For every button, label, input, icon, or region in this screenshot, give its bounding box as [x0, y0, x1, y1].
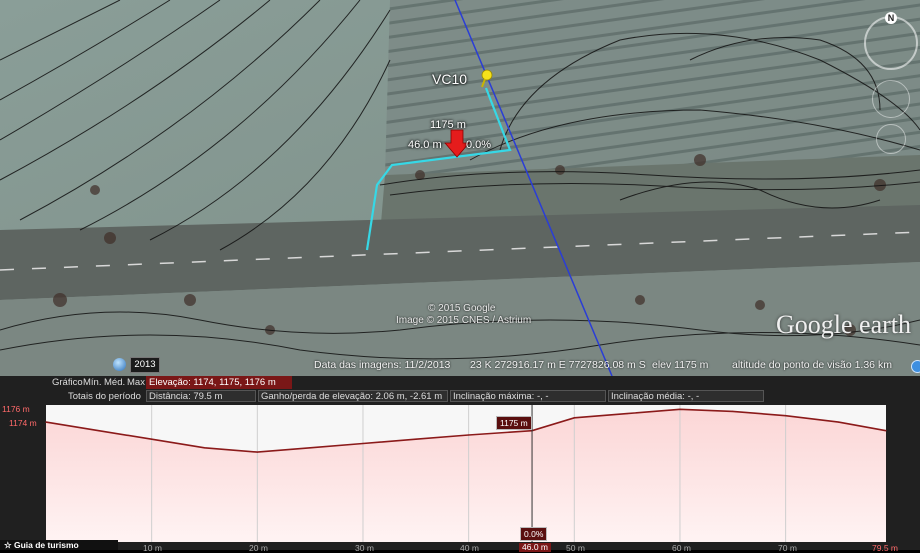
max-slope-value: Inclinação máxima: -, -: [450, 390, 606, 402]
data-point: [415, 438, 417, 440]
google-earth-logo: Google earth: [776, 310, 912, 339]
data-point: [785, 415, 787, 417]
avg-slope-value: Inclinação média: -, -: [608, 390, 764, 402]
data-point: [573, 417, 575, 419]
data-point: [732, 410, 734, 412]
cursor-distance-label: 46.0 m: [408, 139, 442, 151]
y-axis-mid-label: 1174 m: [9, 418, 37, 428]
x-axis-label: 20 m: [249, 543, 268, 553]
coordinates-readout: 23 K 272916.17 m E 7727826.08 m S: [470, 359, 646, 371]
satellite-imagery: [0, 0, 920, 376]
data-point: [45, 421, 47, 423]
streaming-status-icon: [911, 360, 920, 373]
y-axis-top-label: 1176 m: [2, 404, 30, 414]
eye-altitude-readout: altitude do ponto de visão 1.36 km: [732, 359, 892, 371]
avg-toggle[interactable]: Méd.: [104, 377, 126, 388]
placemark-label[interactable]: VC10: [432, 71, 468, 87]
elevation-chart[interactable]: [0, 376, 920, 550]
max-toggle[interactable]: Max: [127, 377, 145, 388]
move-joystick-icon[interactable]: [876, 124, 906, 154]
copyright-imagery: Image © 2015 CNES / Astrium: [396, 315, 532, 326]
data-point: [309, 447, 311, 449]
globe-icon[interactable]: [113, 358, 126, 371]
compass-ring[interactable]: [864, 16, 918, 70]
cursor-distance-tag: 46.0 m: [519, 543, 551, 552]
totals-label: Totais do período: [68, 391, 141, 402]
gain-loss-value: Ganho/perda de elevação: 2.06 m, -2.61 m: [258, 390, 448, 402]
data-point: [203, 447, 206, 449]
x-axis-label: 70 m: [778, 543, 797, 553]
historical-imagery-year-button[interactable]: 2013: [130, 357, 160, 373]
cursor-elevation-label: 1175 m: [430, 119, 466, 131]
north-indicator-icon[interactable]: N: [885, 12, 897, 24]
elevation-summary[interactable]: Elevação: 1174, 1175, 1176 m: [146, 376, 292, 389]
data-point: [468, 434, 470, 436]
cursor-slope-tag: 0.0%: [520, 527, 548, 541]
imagery-date: Data das imagens: 11/2/2013: [314, 359, 451, 371]
x-axis-label: 30 m: [355, 543, 374, 553]
data-point: [885, 430, 887, 432]
copyright-google: © 2015 Google: [428, 303, 496, 314]
min-toggle[interactable]: Mín.: [83, 377, 102, 388]
data-point: [626, 413, 628, 415]
tour-guide-label: Guia de turismo: [13, 540, 79, 550]
look-joystick-icon[interactable]: [872, 80, 910, 118]
elevation-readout: elev 1175 m: [652, 359, 709, 371]
data-point: [98, 430, 100, 432]
x-axis-label: 40 m: [460, 543, 479, 553]
x-axis-label: 60 m: [672, 543, 691, 553]
map-view[interactable]: VC10 1175 m 46.0 m 0.0% © 2015 Google Im…: [0, 0, 920, 376]
star-icon: ☆: [4, 540, 14, 550]
elevation-area: [46, 409, 886, 542]
graph-label: Gráfico: [52, 377, 83, 388]
x-axis-label: 10 m: [143, 543, 162, 553]
data-point: [256, 451, 258, 453]
distance-value: Distância: 79.5 m: [146, 390, 256, 402]
x-axis-end-label: 79.5 m: [872, 543, 898, 553]
data-point: [151, 438, 153, 440]
x-axis-label: 50 m: [566, 543, 585, 553]
data-point: [837, 421, 840, 423]
cursor-slope-label: 0.0%: [466, 139, 492, 151]
elevation-profile-panel: Gráfico Mín. Méd. Max Elevação: 1174, 11…: [0, 376, 920, 553]
data-point: [679, 408, 681, 410]
tour-guide-button[interactable]: ☆ Guia de turismo: [0, 540, 118, 550]
data-point: [362, 442, 364, 445]
cursor-elevation-tag: 1175 m: [496, 416, 532, 430]
